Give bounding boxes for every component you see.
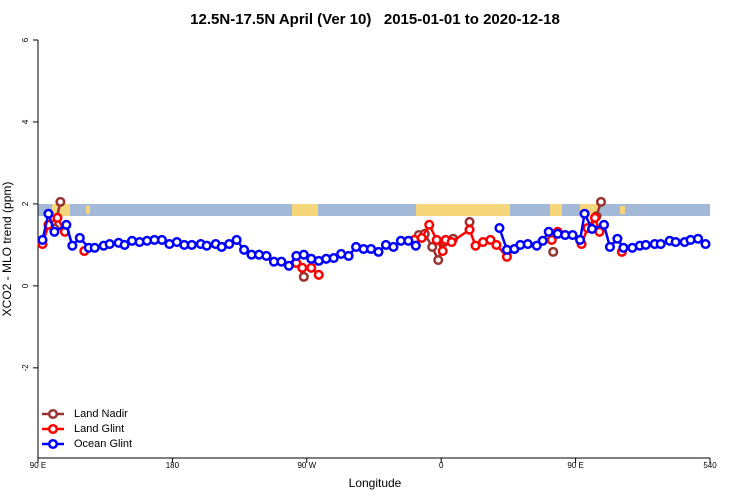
data-point (276, 256, 287, 267)
data-point (298, 249, 309, 260)
data-point (670, 236, 681, 248)
data-point (43, 208, 54, 219)
data-point (546, 234, 557, 246)
data-point (201, 240, 212, 251)
chart-title: 12.5N-17.5N April (Ver 10) 2015-01-01 to… (190, 11, 560, 28)
data-point (612, 233, 623, 244)
data-point (640, 239, 651, 250)
data-point (231, 234, 242, 246)
legend-label: Ocean Glint (74, 438, 132, 450)
data-point (403, 235, 414, 246)
land-band (86, 206, 90, 214)
data-point (548, 246, 559, 257)
x-tick-label: 180 (166, 461, 180, 470)
data-point (424, 219, 435, 230)
data-point (410, 240, 421, 251)
legend: Land Nadir Land Glint Ocean Glint (42, 408, 132, 450)
data-point (298, 271, 309, 282)
data-point (537, 235, 548, 246)
data-point (49, 226, 60, 237)
x-axis-label: Longitude (349, 476, 402, 490)
data-point (297, 262, 308, 273)
ocean-band (38, 204, 710, 216)
data-point (104, 239, 115, 250)
data-point (604, 241, 615, 253)
data-point (433, 255, 444, 266)
x-tick-label: 0 (439, 461, 444, 470)
data-point (595, 196, 607, 207)
land-band (550, 204, 562, 216)
y-tick-label: 0 (21, 283, 30, 288)
data-point (388, 241, 399, 253)
data-point (494, 223, 505, 234)
data-point (328, 252, 339, 264)
data-point (589, 212, 601, 223)
data-point (531, 240, 542, 251)
data-point (618, 242, 629, 253)
data-point (52, 212, 63, 223)
data-point (464, 224, 475, 235)
data-point (306, 262, 317, 273)
legend-label: Land Nadir (74, 408, 128, 420)
x-tick-label: 90 E (30, 461, 46, 470)
data-point (156, 234, 167, 246)
y-tick-label: 6 (21, 37, 30, 42)
data-point (61, 219, 72, 230)
data-point (427, 241, 438, 253)
data-point (470, 240, 481, 251)
y-tick-label: -2 (21, 364, 30, 372)
data-point (416, 232, 427, 243)
x-tick-label: 540 (703, 461, 717, 470)
x-tick-label: 90 E (567, 461, 583, 470)
data-point (579, 208, 590, 219)
land-band (292, 204, 318, 216)
data-point (224, 239, 235, 250)
data-point (283, 260, 294, 271)
data-point (119, 239, 130, 250)
data-point (464, 216, 475, 228)
data-point (55, 196, 66, 207)
legend-label: Land Glint (74, 423, 124, 435)
data-point (598, 219, 610, 230)
data-point (239, 244, 250, 255)
data-point (543, 226, 554, 237)
data-point (693, 233, 704, 244)
data-point (437, 245, 448, 257)
data-point (89, 242, 100, 253)
data-point (186, 239, 197, 250)
data-point (700, 239, 711, 250)
data-point (313, 269, 324, 280)
data-point (586, 223, 598, 234)
legend-marker (47, 408, 59, 420)
y-tick-label: 2 (21, 201, 30, 206)
legend-marker (47, 438, 59, 450)
data-point (655, 239, 666, 250)
data-point (522, 239, 533, 250)
land-band (620, 206, 625, 214)
data-point (567, 230, 578, 241)
y-axis-label: XCO2 - MLO trend (ppm) (0, 182, 14, 317)
y-tick-label: 4 (21, 119, 30, 124)
data-point (37, 234, 48, 246)
data-point (575, 234, 586, 246)
data-point (261, 250, 272, 262)
data-point (74, 232, 85, 243)
data-point (431, 234, 442, 246)
legend-marker (47, 423, 59, 435)
data-point (485, 234, 496, 246)
data-point (67, 240, 78, 251)
land-band (416, 204, 510, 216)
data-point (343, 250, 354, 262)
data-point (373, 246, 384, 257)
data-point (491, 239, 502, 250)
land-ocean-band (38, 204, 710, 216)
data-point (446, 236, 457, 248)
x-tick-label: 90 W (297, 461, 316, 470)
